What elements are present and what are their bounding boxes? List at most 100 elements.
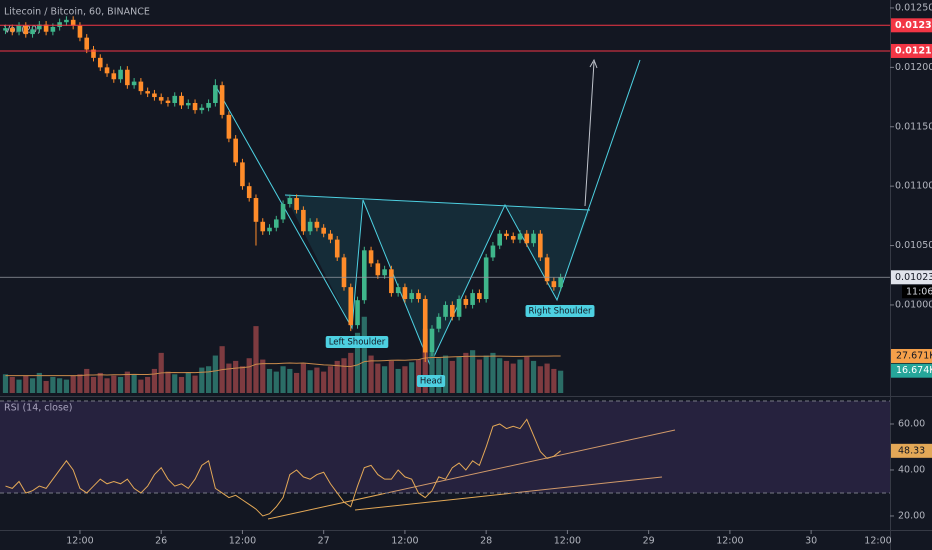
candle-body	[233, 138, 238, 163]
volume-bar	[246, 358, 252, 393]
volume-tag	[891, 363, 932, 378]
candle-body	[348, 287, 354, 326]
volume-bar	[23, 375, 29, 393]
candle-body	[510, 236, 516, 240]
candle-body	[185, 102, 191, 106]
volume-bar	[307, 370, 313, 393]
volume-bar	[70, 375, 76, 393]
volume-bar	[456, 356, 462, 393]
rsi-tick-label: 20.00	[898, 510, 925, 521]
arrow-head	[589, 58, 598, 69]
candle-body	[240, 162, 245, 187]
volume-ma-tag	[891, 348, 932, 363]
pattern-label: Right Shoulder	[529, 307, 592, 317]
candle-body	[368, 250, 374, 264]
volume-bar	[361, 316, 367, 393]
rsi-line	[5, 418, 561, 517]
candle-body	[246, 186, 252, 199]
candle-body	[267, 227, 272, 232]
last-price-label: 0.010233	[895, 272, 932, 283]
volume-bar	[205, 366, 212, 393]
volume-legend: Vol (20)	[4, 25, 41, 36]
volume-bar	[43, 380, 49, 393]
volume-bar	[524, 356, 530, 393]
volume-bar	[97, 372, 103, 393]
volume-ma	[5, 355, 561, 377]
candle-body	[111, 73, 117, 80]
volume-bar	[375, 363, 381, 393]
volume-bar	[293, 372, 300, 393]
candle-body	[375, 263, 381, 276]
candle-body	[436, 316, 442, 329]
candle-body	[64, 19, 69, 23]
volume-bar	[111, 375, 117, 393]
volume-bar	[239, 366, 246, 393]
candle-body	[483, 257, 489, 300]
volume-bar	[36, 372, 42, 393]
x-tick-label: 26	[155, 536, 167, 547]
volume-bar	[90, 376, 97, 393]
volume-bar	[50, 376, 56, 393]
volume-bar	[354, 332, 361, 393]
volume-bar	[287, 368, 293, 393]
volume-bar	[124, 371, 130, 393]
symbol-title: Litecoin / Bitcoin, 60, BINANCE	[4, 7, 150, 18]
candle-body	[104, 67, 110, 74]
candle-body	[57, 22, 62, 27]
countdown-tag	[902, 285, 932, 299]
volume-bar	[16, 379, 22, 393]
volume-bar	[104, 378, 110, 393]
candle-body	[429, 328, 435, 353]
volume-bar	[476, 359, 482, 393]
price-line-tag	[891, 18, 932, 33]
volume-bar	[537, 366, 543, 393]
candle-body	[463, 299, 469, 305]
candle-body	[517, 233, 523, 240]
volume-bar	[409, 362, 415, 393]
x-tick-label: 30	[805, 536, 817, 547]
candle-body	[260, 221, 266, 232]
target-arrow	[584, 61, 595, 207]
candle-body	[158, 97, 164, 101]
volume-ma-label: 27.671K	[896, 350, 932, 361]
candle-body	[253, 198, 259, 222]
candle-body	[450, 304, 455, 317]
volume-bar	[260, 359, 266, 393]
last-price-tag	[891, 270, 932, 285]
volume-bar	[544, 363, 550, 393]
candle-body	[490, 245, 496, 258]
candle-body	[273, 219, 279, 228]
candle-body	[524, 233, 530, 244]
x-tick-label: 12:00	[554, 536, 581, 547]
candle-body	[477, 293, 482, 300]
candle-body	[226, 114, 232, 139]
volume-bar	[327, 366, 334, 393]
candle-body	[199, 107, 205, 111]
volume-bar	[429, 352, 435, 393]
candle-body	[213, 85, 218, 103]
candle-body	[16, 25, 22, 32]
candle-body	[470, 293, 475, 305]
volume-bar	[321, 371, 327, 393]
candle-body	[544, 257, 550, 282]
volume-bar	[266, 368, 273, 393]
x-tick-label: 28	[480, 536, 492, 547]
candle-body	[152, 93, 157, 98]
candle-body	[97, 57, 103, 68]
candle-body	[179, 95, 184, 106]
volume-bar	[368, 355, 374, 393]
volume-bar	[558, 370, 564, 393]
candle-body	[389, 269, 394, 294]
volume-bar	[138, 379, 144, 393]
rsi-trendline	[267, 429, 676, 520]
volume-bar	[253, 326, 259, 393]
volume-bar	[226, 363, 232, 393]
rsi-last-label: 48.33	[898, 445, 925, 456]
candle-body	[334, 239, 340, 258]
pattern-label-bg	[525, 305, 595, 317]
volume-bar	[84, 368, 90, 393]
